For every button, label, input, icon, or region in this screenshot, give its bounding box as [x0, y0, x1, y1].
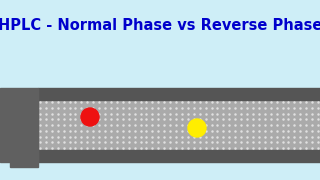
Bar — [0, 88, 38, 162]
Bar — [10, 153, 38, 167]
Bar — [38, 150, 320, 162]
Bar — [38, 100, 320, 150]
Circle shape — [188, 119, 206, 137]
Circle shape — [81, 108, 99, 126]
Text: HPLC - Normal Phase vs Reverse Phase: HPLC - Normal Phase vs Reverse Phase — [0, 18, 320, 33]
Bar — [38, 88, 320, 100]
